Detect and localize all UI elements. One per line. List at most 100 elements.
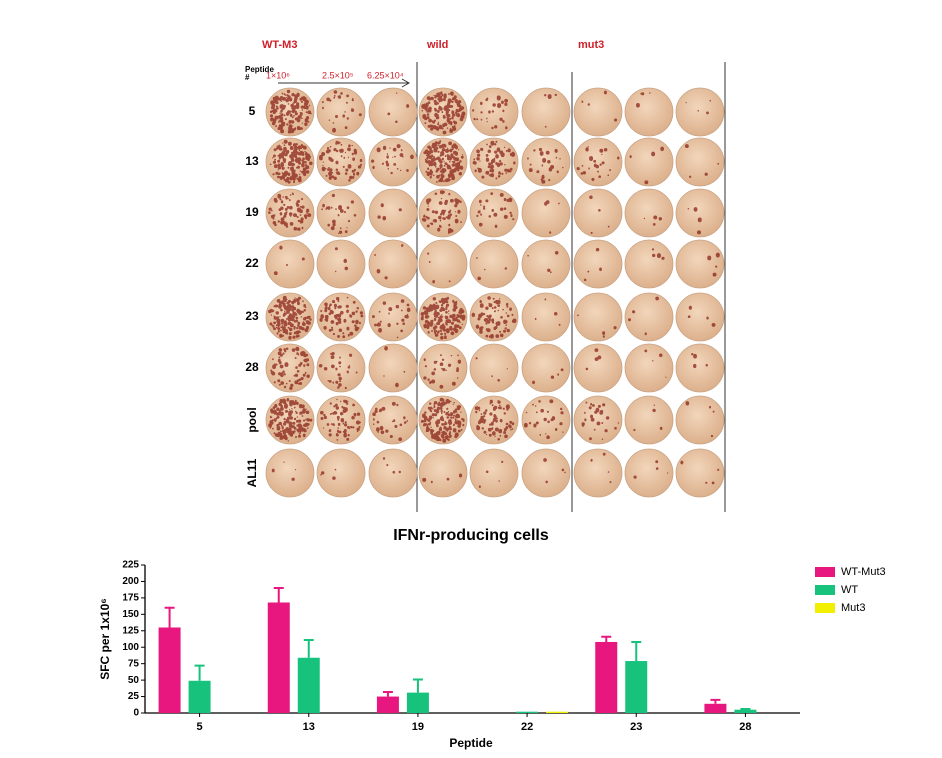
spots: [644, 349, 667, 378]
spots: [476, 257, 507, 281]
bar: [625, 661, 648, 713]
spots: [707, 252, 720, 277]
y-tick-label: 200: [122, 576, 139, 587]
well: [316, 292, 366, 342]
x-tick-label: 28: [739, 721, 751, 733]
spots: [475, 357, 508, 382]
bar: [297, 657, 320, 713]
spots: [372, 401, 409, 441]
well: [624, 343, 674, 393]
bar: [267, 602, 290, 713]
spots: [318, 352, 358, 390]
row-label: 19: [245, 205, 259, 219]
spots: [421, 91, 466, 135]
spots: [543, 458, 566, 484]
bar: [188, 680, 211, 713]
well: [624, 188, 674, 238]
well: [573, 239, 623, 289]
error-bar: [710, 698, 721, 704]
well: [573, 137, 623, 187]
spots: [534, 298, 561, 326]
spots: [687, 305, 716, 327]
spots: [476, 192, 515, 228]
spots: [636, 92, 651, 108]
error-bar: [601, 635, 612, 642]
well: [368, 87, 418, 137]
y-tick-label: 100: [122, 642, 139, 653]
row-label: AL11: [245, 458, 259, 487]
well: [316, 343, 366, 393]
well: [418, 448, 468, 498]
y-tick-label: 75: [128, 658, 140, 669]
spots: [372, 299, 411, 339]
row-label: pool: [245, 407, 259, 432]
spots: [544, 200, 560, 234]
y-tick-label: 125: [122, 625, 139, 636]
error-bar: [303, 638, 314, 658]
well: [675, 239, 725, 289]
well: [368, 239, 418, 289]
spots: [523, 399, 564, 439]
well: [469, 448, 519, 498]
spots: [421, 190, 462, 234]
spots: [269, 89, 312, 134]
spots: [633, 404, 663, 432]
y-tick-label: 225: [122, 560, 139, 571]
well: [521, 239, 571, 289]
spots: [685, 99, 712, 115]
well: [521, 137, 571, 187]
spots: [320, 468, 337, 480]
well: [675, 87, 725, 137]
well: [368, 292, 418, 342]
y-tick-label: 150: [122, 609, 139, 620]
spots: [420, 296, 466, 340]
spots: [687, 207, 702, 235]
legend-swatch: [815, 585, 835, 595]
error-bar: [412, 678, 423, 693]
spots: [334, 247, 349, 273]
x-tick-label: 22: [521, 721, 533, 733]
spots: [268, 192, 312, 231]
legend-label: WT-Mut3: [841, 566, 886, 578]
well: [316, 239, 366, 289]
well: [316, 188, 366, 238]
x-tick-label: 23: [630, 721, 642, 733]
y-tick-label: 175: [122, 593, 139, 604]
well: [573, 292, 623, 342]
well: [316, 87, 366, 137]
plate-dividers: [278, 62, 726, 512]
x-tick-label: 13: [303, 721, 315, 733]
well: [573, 448, 623, 498]
bar: [595, 641, 618, 713]
row-label: 23: [245, 309, 259, 323]
row-label: 5: [249, 104, 256, 118]
row-header: Peptide: [245, 65, 274, 74]
dilution-label: 6.25×10⁴: [367, 70, 404, 80]
spots: [271, 461, 297, 481]
arrow-head: [401, 78, 411, 88]
well: [624, 292, 674, 342]
well: [624, 239, 674, 289]
bar: [406, 692, 429, 713]
group-label: mut3: [578, 39, 604, 51]
well: [316, 448, 366, 498]
row-label: 13: [245, 154, 259, 168]
spots: [268, 295, 312, 340]
legend-swatch: [815, 567, 835, 577]
bar: [546, 711, 569, 713]
spots: [474, 399, 515, 441]
well: [368, 188, 418, 238]
well: [418, 239, 468, 289]
well: [418, 343, 468, 393]
well: [675, 188, 725, 238]
bar: [704, 703, 727, 713]
spots: [527, 251, 559, 274]
well: [573, 188, 623, 238]
spots: [269, 139, 313, 184]
bar: [516, 711, 539, 713]
error-bar: [194, 664, 205, 681]
spots: [685, 401, 715, 438]
well: [675, 395, 725, 445]
well: [521, 188, 571, 238]
